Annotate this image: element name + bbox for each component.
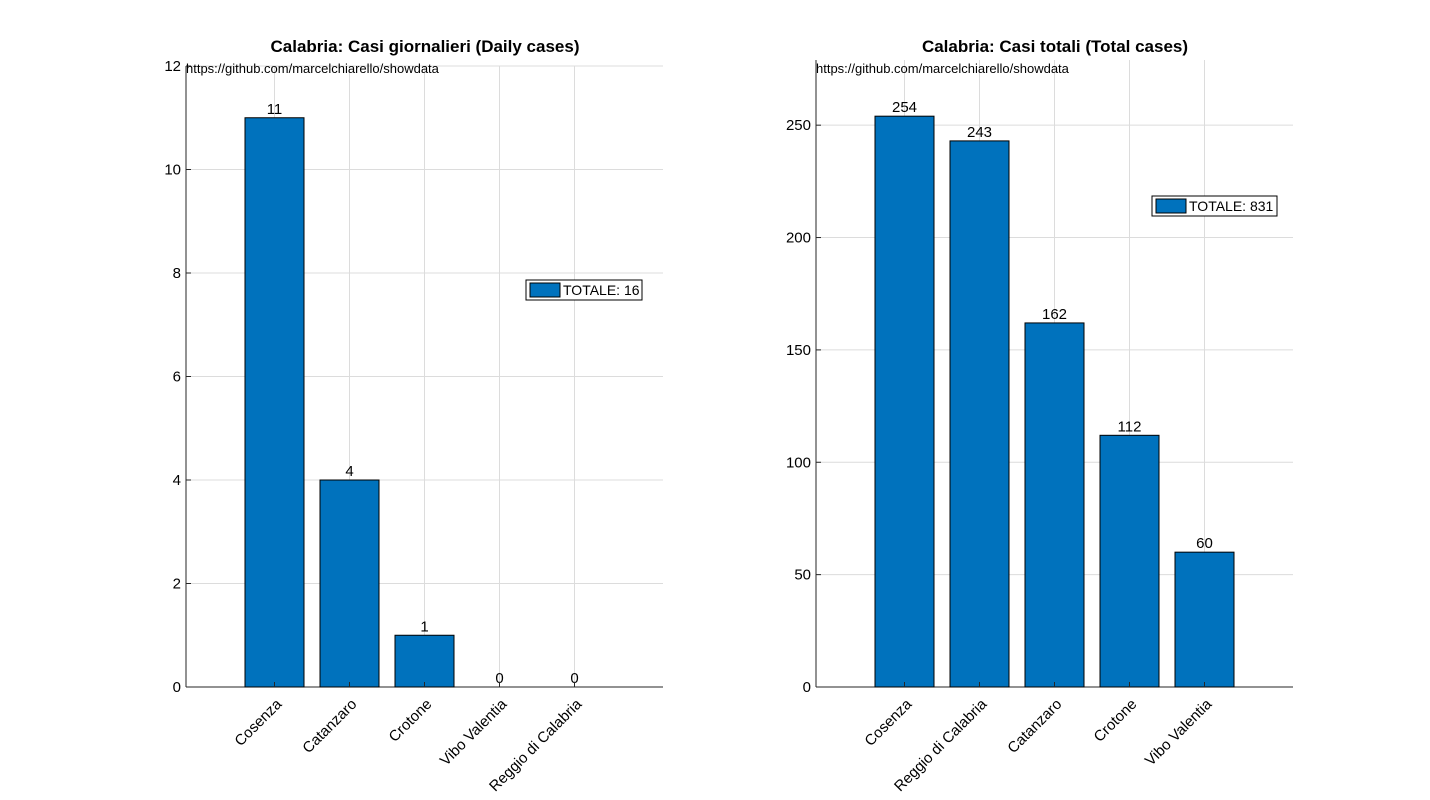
bar	[1174, 551, 1235, 688]
bar	[1099, 434, 1160, 688]
x-tick-label: Crotone	[386, 696, 436, 746]
y-tick-label: 8	[173, 265, 181, 282]
y-tick-label: 250	[786, 117, 811, 134]
y-tick-label: 12	[164, 58, 181, 75]
x-tick-label: Cosenza	[861, 695, 915, 749]
bar-data-label: 0	[495, 670, 503, 687]
y-tick-label: 6	[173, 369, 181, 386]
x-tick-label: Cosenza	[231, 695, 285, 749]
chart-total-cases: Calabria: Casi totali (Total cases) 0 50 1…	[786, 37, 1293, 795]
bar	[394, 634, 455, 688]
bar-data-label: 1	[420, 618, 428, 635]
source-annotation: https://github.com/marcelchiarello/showd…	[186, 61, 440, 76]
bar-data-label: 60	[1196, 535, 1213, 552]
y-tick-label: 100	[786, 454, 811, 471]
x-tick-label: Vibo Valentia	[1142, 695, 1216, 769]
y-tick-label: 0	[173, 679, 181, 696]
bar-data-label: 4	[345, 463, 353, 480]
bar	[949, 140, 1010, 688]
chart-title: Calabria: Casi giornalieri (Daily cases)	[271, 37, 580, 56]
bar	[874, 115, 935, 688]
y-tick-label: 200	[786, 230, 811, 247]
x-tick-label: Crotone	[1091, 696, 1141, 746]
legend-label: TOTALE: 831	[1189, 198, 1274, 214]
legend-swatch	[1155, 198, 1187, 214]
legend-swatch	[529, 282, 561, 298]
source-annotation: https://github.com/marcelchiarello/showd…	[816, 61, 1070, 76]
y-tick-label: 2	[173, 576, 181, 593]
x-tick-label: Vibo Valentia	[437, 695, 511, 769]
bar-data-label: 112	[1118, 418, 1142, 435]
chart-title: Calabria: Casi totali (Total cases)	[922, 37, 1188, 56]
y-tick-label: 0	[803, 679, 811, 696]
bar-data-label: 243	[967, 124, 992, 141]
x-tick-label: Catanzaro	[299, 696, 360, 757]
bar	[1024, 322, 1085, 688]
bar-data-label: 162	[1042, 306, 1067, 323]
legend-label: TOTALE: 16	[563, 282, 640, 298]
bar	[319, 479, 380, 688]
chart-daily-cases: Calabria: Casi giornalieri (Daily cases)…	[164, 37, 663, 795]
bar-data-label: 0	[570, 670, 578, 687]
bar	[244, 117, 305, 688]
y-tick-label: 4	[173, 472, 181, 489]
y-tick-label: 50	[794, 567, 811, 584]
y-tick-label: 150	[786, 342, 811, 359]
bar-data-label: 254	[892, 99, 917, 116]
x-tick-label: Catanzaro	[1004, 696, 1065, 757]
bar-data-label: 11	[267, 101, 283, 118]
y-tick-label: 10	[164, 162, 181, 179]
